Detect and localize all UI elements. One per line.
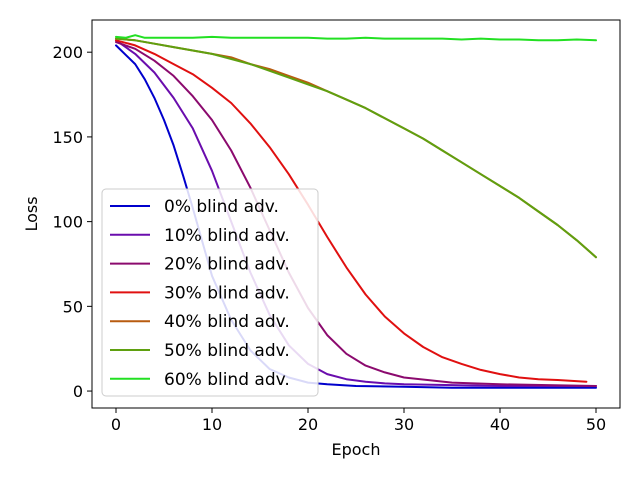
- series-line-3: [115, 39, 588, 383]
- legend-label: 50% blind adv.: [164, 341, 290, 361]
- series-line-5: [115, 37, 597, 259]
- legend-label: 10% blind adv.: [164, 226, 290, 246]
- x-tick-label: 30: [394, 415, 414, 434]
- legend-box: [101, 188, 319, 397]
- legend-label: 40% blind adv.: [164, 312, 290, 332]
- legend: 0% blind adv. 10% blind adv. 20% blind adv…: [101, 188, 319, 397]
- plot-frame: [91, 19, 621, 409]
- x-tick-label: 20: [298, 415, 318, 434]
- legend-label: 20% blind adv.: [164, 255, 290, 275]
- y-tick-label: 100: [52, 213, 83, 232]
- legend-label: 30% blind adv.: [164, 283, 290, 303]
- x-tick-label: 40: [490, 415, 510, 434]
- y-tick-label: 0: [73, 382, 83, 401]
- x-tick-label: 50: [586, 415, 606, 434]
- x-tick-label: 10: [202, 415, 222, 434]
- series-line-6: [115, 34, 597, 42]
- legend-label: 0% blind adv.: [164, 197, 279, 217]
- y-tick-label: 50: [63, 297, 83, 316]
- y-axis-label: Loss: [22, 196, 41, 231]
- y-tick-label: 200: [52, 43, 83, 62]
- y-axis: 0 50 100 150 200: [52, 43, 92, 401]
- legend-label: 60% blind adv.: [164, 370, 290, 390]
- x-tick-label: 0: [111, 415, 121, 434]
- x-axis: 0 10 20 30 40 50: [111, 408, 606, 434]
- x-axis-label: Epoch: [332, 440, 381, 459]
- y-tick-label: 150: [52, 128, 83, 147]
